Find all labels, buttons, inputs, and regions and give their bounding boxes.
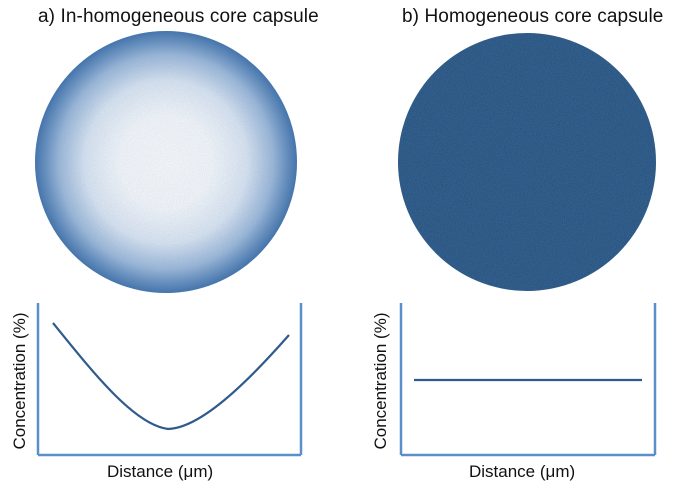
panel-a-title: a) In-homogeneous core capsule (38, 6, 319, 27)
panel-b-y-axis-label: Concentration (%) (371, 312, 390, 450)
panel-a-x-axis-label: Distance (μm) (107, 462, 214, 481)
panel-b-title: b) Homogeneous core capsule (402, 6, 664, 27)
panel-b-x-axis-label: Distance (μm) (469, 462, 576, 481)
panel-a-y-axis-label: Concentration (%) (10, 312, 29, 450)
inhomogeneous-capsule (35, 31, 297, 293)
panel-a-concentration-curve (52, 322, 290, 431)
homogeneous-capsule (398, 33, 656, 291)
panel-b-axes (399, 303, 657, 457)
panel-a-axes (36, 303, 303, 457)
